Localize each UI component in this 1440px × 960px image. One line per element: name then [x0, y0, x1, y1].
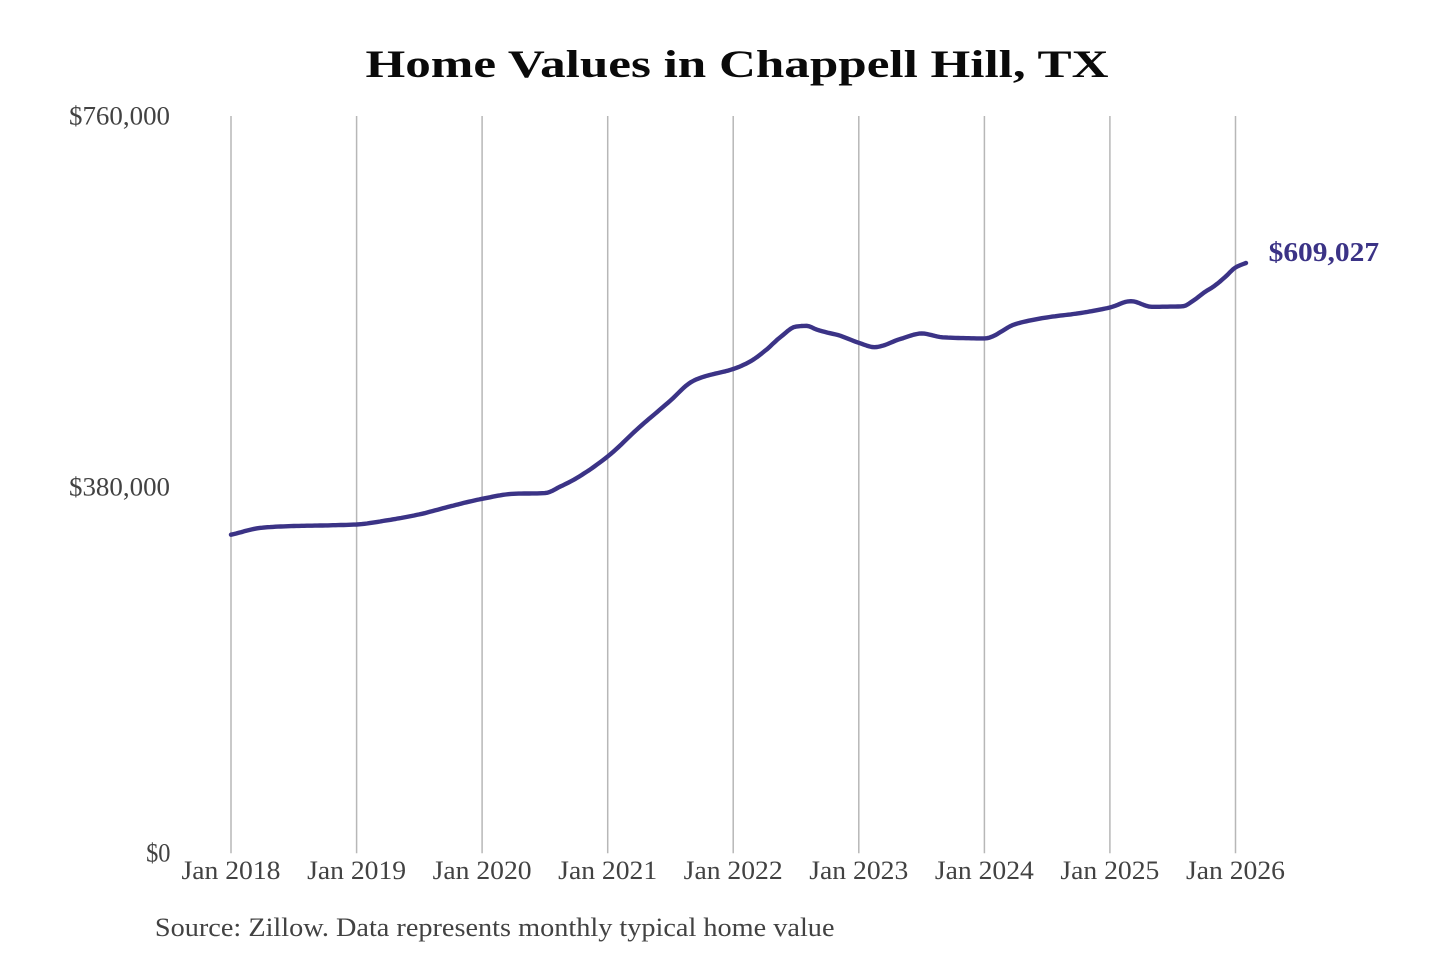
svg-text:Jan 2022: Jan 2022: [684, 856, 783, 885]
svg-text:Jan 2019: Jan 2019: [307, 856, 406, 885]
svg-text:Jan 2020: Jan 2020: [433, 856, 532, 885]
svg-text:$0: $0: [146, 839, 170, 868]
svg-text:Jan 2023: Jan 2023: [809, 856, 908, 885]
svg-text:Source: Zillow. Data represent: Source: Zillow. Data represents monthly …: [155, 913, 835, 942]
svg-text:Home Values in Chappell Hill,: Home Values in Chappell Hill, TX: [366, 44, 1109, 86]
svg-text:Jan 2018: Jan 2018: [182, 856, 281, 885]
svg-text:Jan 2021: Jan 2021: [558, 856, 657, 885]
svg-text:$380,000: $380,000: [69, 473, 170, 502]
svg-text:$760,000: $760,000: [69, 102, 170, 131]
svg-text:Jan 2024: Jan 2024: [935, 856, 1034, 885]
svg-text:Jan 2026: Jan 2026: [1186, 856, 1285, 885]
svg-text:$609,027: $609,027: [1269, 237, 1380, 268]
svg-text:Jan 2025: Jan 2025: [1060, 856, 1159, 885]
